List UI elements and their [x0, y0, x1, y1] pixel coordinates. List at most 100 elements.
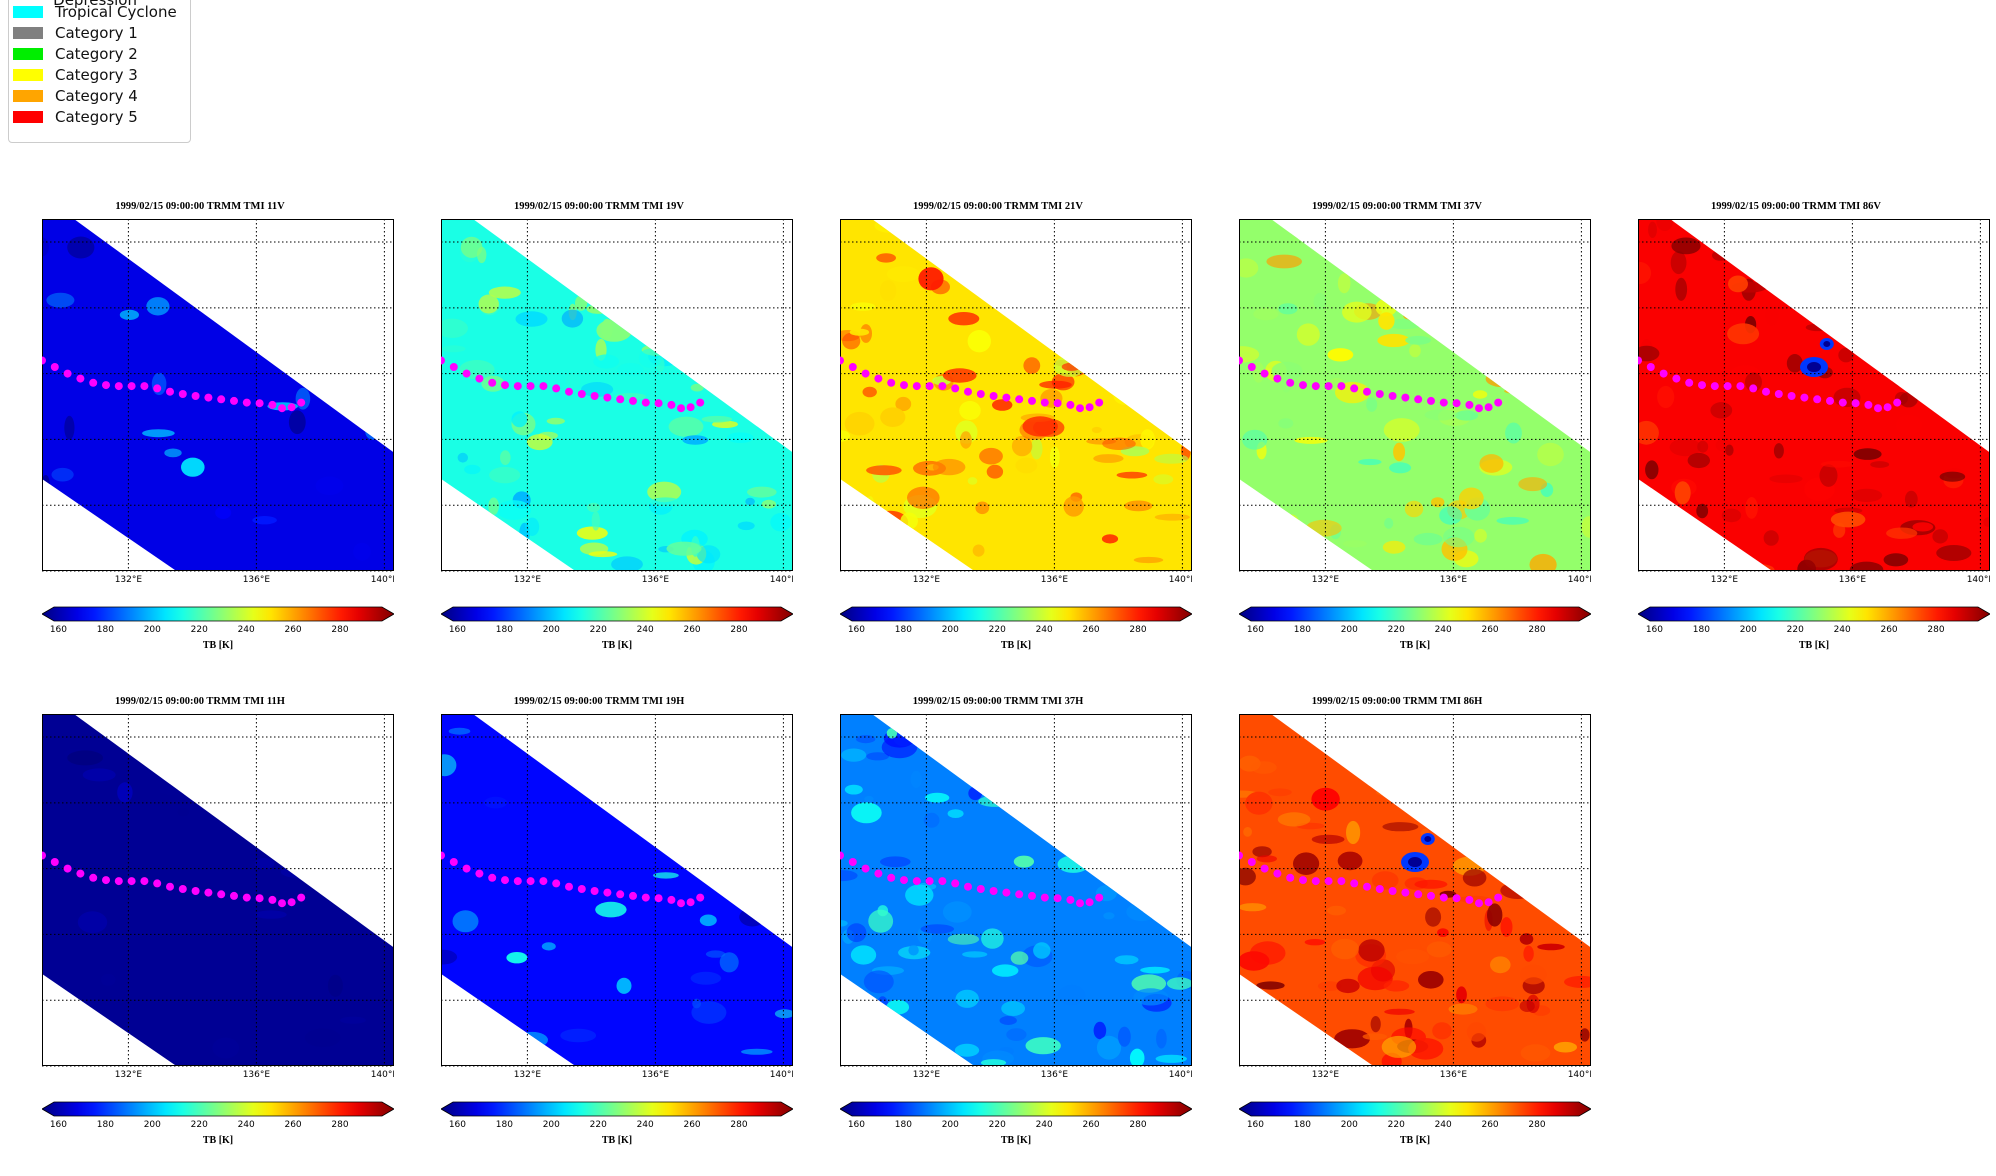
- tb-blob: [315, 476, 344, 496]
- tb-blob: [1317, 981, 1342, 991]
- tb-blob: [1769, 474, 1803, 484]
- tb-blob: [1833, 522, 1846, 538]
- legend-swatch: [13, 68, 43, 81]
- tb-blob: [42, 237, 49, 257]
- tb-blob: [1384, 1008, 1415, 1015]
- tb-blob: [1377, 333, 1411, 348]
- track-point: [654, 399, 663, 408]
- colorbar-tick-label: 260: [683, 1120, 700, 1130]
- track-point: [1363, 882, 1371, 891]
- tb-blob: [353, 542, 371, 561]
- lon-tick-label: 136°E: [1839, 575, 1867, 585]
- tb-blob: [334, 339, 357, 355]
- tb-blob: [515, 311, 548, 327]
- tb-blob: [1133, 988, 1169, 1006]
- tb-blob: [856, 735, 876, 744]
- legend-swatch: [13, 110, 43, 123]
- tb-blob: [1510, 238, 1538, 256]
- tb-blob: [1763, 530, 1779, 546]
- tb-blob: [845, 509, 868, 531]
- tb-blob: [255, 910, 287, 919]
- tb-blob: [588, 551, 618, 558]
- tb-blob: [1327, 348, 1354, 362]
- track-point: [1028, 396, 1036, 405]
- tb-blob: [1135, 749, 1150, 762]
- tb-blob: [1060, 350, 1081, 360]
- track-point: [1375, 390, 1384, 398]
- tb-blob: [1913, 284, 1946, 298]
- tb-blob: [1093, 1021, 1107, 1040]
- tb-blob: [1371, 871, 1399, 890]
- tb-blob: [593, 354, 620, 369]
- tb-blob: [77, 911, 108, 934]
- lon-tick-label: 136°E: [1440, 1070, 1468, 1080]
- tb-blob: [1255, 1038, 1271, 1056]
- tb-blob: [478, 294, 499, 314]
- colorbar-tick-label: 280: [1528, 1120, 1545, 1130]
- track-point: [1484, 898, 1493, 907]
- track-point: [204, 888, 213, 897]
- tb-blob: [1710, 402, 1733, 419]
- legend: Tropical Depression Tropical Cyclone Cat…: [8, 0, 191, 143]
- track-point: [526, 877, 535, 886]
- track-point: [1762, 387, 1770, 396]
- tb-blob: [1115, 371, 1145, 394]
- tb-blob: [667, 761, 696, 784]
- tb-blob: [881, 736, 918, 759]
- tb-blob: [1765, 304, 1779, 326]
- track-point: [1337, 382, 1346, 391]
- tb-blob: [1294, 436, 1328, 444]
- lon-tick-label: 132°E: [1711, 575, 1739, 585]
- track-point: [488, 378, 497, 387]
- colorbar-tick-label: 200: [543, 625, 560, 635]
- tb-blob: [1023, 357, 1041, 374]
- colorbar-tick-label: 260: [284, 625, 301, 635]
- map-frame: [1239, 714, 1591, 1066]
- tb-blob: [1584, 816, 1591, 830]
- tb-blob: [477, 246, 487, 264]
- tb-blob: [1574, 298, 1591, 314]
- panel-title: 1999/02/15 09:00:00 TRMM TMI 11V: [115, 201, 285, 212]
- tb-blob: [1501, 840, 1523, 857]
- tb-blob: [82, 768, 116, 782]
- tb-blob: [1080, 833, 1101, 851]
- track-point: [1053, 399, 1062, 408]
- track-point: [1427, 396, 1435, 405]
- map-panel: 1999/02/15 09:00:00 TRMM TMI 86V 132°E 13…: [1596, 201, 1996, 681]
- tb-blob: [975, 501, 990, 515]
- tb-blob: [549, 219, 563, 228]
- tb-blob: [692, 998, 701, 1009]
- tb-blob: [1020, 792, 1036, 808]
- tb-blob: [1893, 249, 1903, 259]
- tb-blob: [1569, 908, 1591, 919]
- tb-blob: [1886, 527, 1918, 539]
- tb-blob: [100, 973, 116, 986]
- track-point: [287, 403, 296, 412]
- track-point: [1095, 893, 1104, 902]
- tb-blob: [960, 431, 972, 449]
- track-point: [1015, 395, 1024, 404]
- track-point: [686, 403, 695, 412]
- tb-blob: [699, 914, 717, 927]
- tb-blob: [905, 884, 934, 906]
- track-point: [912, 382, 921, 391]
- tb-blob: [1882, 219, 1912, 232]
- tb-blob: [67, 750, 103, 766]
- track-point: [102, 381, 110, 390]
- track-point: [1311, 382, 1320, 391]
- colorbar-tick-label: 240: [1036, 625, 1053, 635]
- tb-blob: [978, 795, 1012, 807]
- legend-label: Category 4: [55, 86, 138, 105]
- lon-tick-label: 140°E: [770, 575, 793, 585]
- track-point: [989, 392, 998, 400]
- swath-map: 132°E136°E140°E6°N8°N10°N12°N14°N16°N160…: [840, 219, 1192, 651]
- track-point: [1672, 374, 1681, 383]
- tb-blob: [117, 782, 133, 803]
- tb-blob: [1462, 869, 1487, 887]
- track-point: [1414, 395, 1423, 404]
- tb-blob: [921, 219, 934, 232]
- tb-blob: [1933, 335, 1950, 343]
- tb-blob: [280, 865, 315, 878]
- track-point: [449, 363, 458, 371]
- tb-blob: [745, 497, 755, 506]
